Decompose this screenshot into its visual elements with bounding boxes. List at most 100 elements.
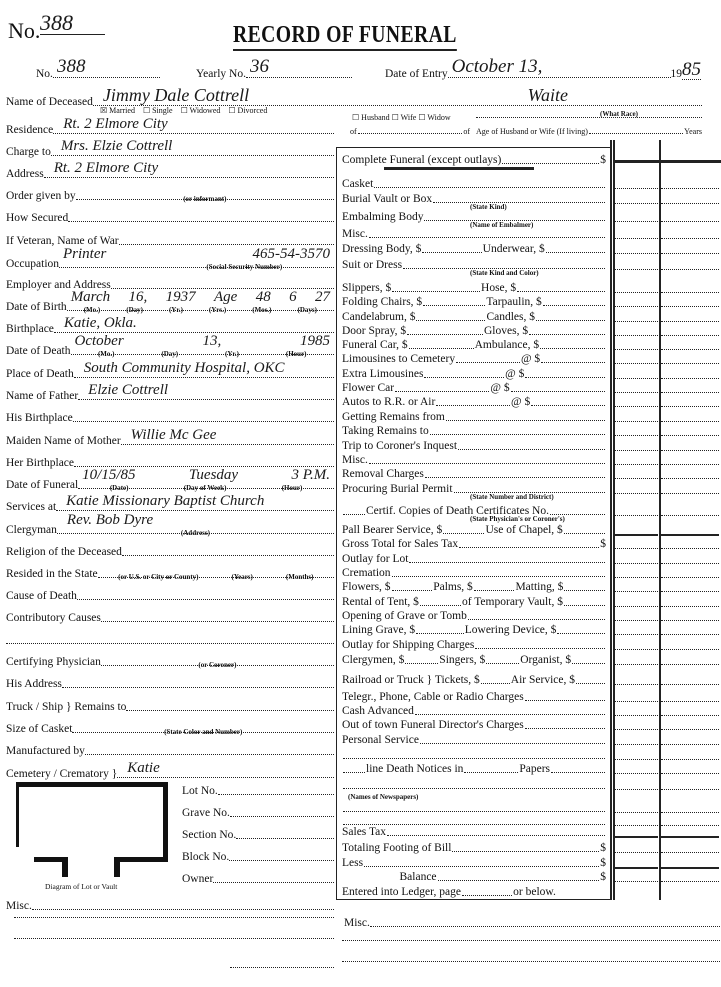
amount-column-cents[interactable] <box>661 773 719 774</box>
marital-single-checkbox[interactable]: ☐ Single <box>143 107 173 115</box>
charge-input[interactable] <box>517 291 605 292</box>
field-input[interactable]: (State Color and Number) <box>72 716 334 736</box>
blank-line[interactable] <box>14 938 334 939</box>
charge-input[interactable] <box>343 824 605 825</box>
amount-column-cents[interactable] <box>661 836 719 838</box>
amount-column-cents[interactable] <box>661 238 719 239</box>
amount-column-cents[interactable] <box>661 378 719 379</box>
amount-column-cents[interactable] <box>661 620 719 621</box>
charge-input[interactable] <box>510 391 605 392</box>
charge-input[interactable] <box>480 683 510 684</box>
field-input[interactable]: October 13, 1985 (Mo.) (Day) (Yr.) (Hour) <box>70 334 334 358</box>
charge-input[interactable] <box>531 405 606 406</box>
charge-input[interactable] <box>443 533 485 534</box>
amount-column-cents[interactable] <box>661 515 719 516</box>
field-input[interactable] <box>110 272 334 289</box>
charge-input[interactable] <box>374 187 605 188</box>
widow-checkbox[interactable]: ☐ <box>418 113 428 122</box>
charge-input[interactable] <box>343 811 605 812</box>
charge-input[interactable] <box>436 405 511 406</box>
charge-input[interactable] <box>541 362 606 363</box>
amount-column-cents[interactable] <box>661 269 719 270</box>
charge-input[interactable] <box>564 590 605 591</box>
amount-column-cents[interactable] <box>661 759 719 760</box>
charge-input[interactable] <box>453 492 605 493</box>
amount-column-dollars[interactable] <box>615 634 658 635</box>
amount-column-dollars[interactable] <box>615 548 658 549</box>
charge-input[interactable] <box>572 663 605 664</box>
amount-column-cents[interactable] <box>661 321 719 322</box>
charge-input[interactable] <box>343 758 605 759</box>
charge-input[interactable] <box>422 252 482 253</box>
charge-input[interactable] <box>403 268 605 269</box>
field-input[interactable]: 10/15/85 Tuesday 3 P.M. (Date) (Day of Week)… <box>78 468 334 492</box>
charge-input[interactable] <box>502 163 600 164</box>
amount-column-dollars[interactable] <box>615 321 658 322</box>
charge-input[interactable] <box>459 547 600 548</box>
charge-input[interactable] <box>416 633 464 634</box>
amount-column-cents[interactable] <box>661 335 719 336</box>
amount-column-dollars[interactable] <box>615 378 658 379</box>
amount-column-dollars[interactable] <box>615 464 658 465</box>
amount-column-cents[interactable] <box>661 744 719 745</box>
field-input[interactable]: Rt. 2 Elmore City <box>43 161 334 178</box>
field-input[interactable] <box>126 694 334 711</box>
amount-column-cents[interactable] <box>661 349 719 350</box>
field-input[interactable] <box>118 228 334 245</box>
field-input[interactable] <box>369 910 720 927</box>
amount-column-dollars[interactable] <box>615 221 658 222</box>
charge-input[interactable] <box>419 743 605 744</box>
amount-column-cents[interactable] <box>661 606 719 607</box>
charge-input[interactable] <box>343 772 365 773</box>
field-input[interactable]: Katie <box>117 761 334 778</box>
amount-column-cents[interactable] <box>661 534 719 536</box>
amount-column-cents[interactable] <box>661 684 719 685</box>
amount-column-cents[interactable] <box>661 664 719 665</box>
amount-column-dollars[interactable] <box>615 392 658 393</box>
charge-input[interactable] <box>536 320 606 321</box>
charge-input[interactable] <box>524 700 605 701</box>
charge-input[interactable] <box>452 851 600 852</box>
field-input[interactable] <box>236 822 334 839</box>
amount-column-dollars[interactable] <box>615 701 658 702</box>
charge-input[interactable] <box>343 514 365 515</box>
amount-column-cents[interactable] <box>661 392 719 393</box>
amount-column-dollars[interactable] <box>615 812 658 813</box>
charge-input[interactable] <box>395 391 490 392</box>
charge-input[interactable] <box>486 663 520 664</box>
field-input[interactable] <box>217 778 334 795</box>
charge-input[interactable] <box>445 420 605 421</box>
field-input[interactable]: South Community Hospital, OKC <box>73 361 334 378</box>
charge-input[interactable] <box>529 334 605 335</box>
amount-column-cents[interactable] <box>661 867 719 869</box>
charge-input[interactable] <box>540 348 606 349</box>
amount-column-dollars[interactable] <box>615 881 658 882</box>
field-input[interactable] <box>100 605 334 622</box>
amount-column-dollars[interactable] <box>615 238 658 239</box>
amount-column-dollars[interactable] <box>615 534 658 536</box>
field-input[interactable] <box>72 405 334 422</box>
amount-column-dollars[interactable] <box>615 450 658 451</box>
amount-column-cents[interactable] <box>661 825 719 826</box>
field-input[interactable]: (or informant) <box>75 183 334 203</box>
amount-column-cents[interactable] <box>661 812 719 813</box>
amount-column-dollars[interactable] <box>615 649 658 650</box>
amount-column-dollars[interactable] <box>615 349 658 350</box>
amount-column-cents[interactable] <box>661 563 719 564</box>
amount-column-dollars[interactable] <box>615 563 658 564</box>
amount-column-cents[interactable] <box>661 450 719 451</box>
charge-input[interactable] <box>414 714 605 715</box>
amount-column-dollars[interactable] <box>615 363 658 364</box>
charge-input[interactable] <box>343 788 605 789</box>
amount-column-cents[interactable] <box>661 493 719 494</box>
amount-column-cents[interactable] <box>661 363 719 364</box>
amount-column-cents[interactable] <box>661 715 719 716</box>
amount-column-cents[interactable] <box>661 188 719 189</box>
blank-line[interactable] <box>342 940 720 941</box>
charge-input[interactable] <box>423 305 486 306</box>
amount-column-dollars[interactable] <box>615 684 658 685</box>
charge-input[interactable] <box>364 866 600 867</box>
amount-column-cents[interactable] <box>661 789 719 790</box>
amount-column-cents[interactable] <box>661 406 719 407</box>
amount-column-dollars[interactable] <box>615 493 658 494</box>
